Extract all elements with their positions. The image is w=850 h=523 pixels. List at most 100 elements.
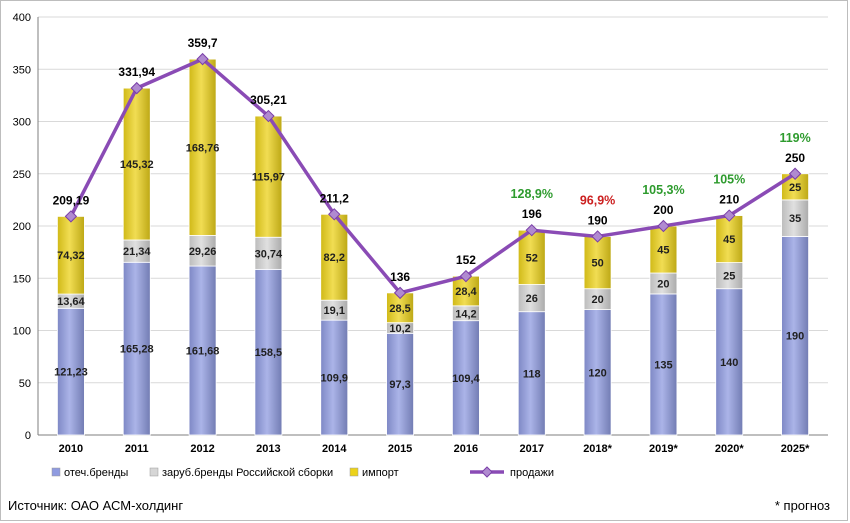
data-label: 115,97 (252, 172, 285, 184)
legend-swatch (149, 467, 159, 477)
data-label: 52 (526, 252, 538, 264)
x-tick-label: 2015 (388, 443, 412, 455)
bar-segment (583, 309, 612, 436)
source-note: Источник: ОАО АСМ-холдинг (8, 498, 184, 513)
legend-label: продажи (510, 467, 554, 479)
sales-point (723, 209, 736, 222)
sales-point (393, 286, 407, 300)
sales-label: 136 (390, 270, 410, 284)
data-label: 165,28 (120, 344, 154, 356)
sales-label: 331,94 (118, 65, 155, 79)
legend-marker (481, 466, 493, 478)
sales-point (591, 230, 604, 243)
data-label: 135 (654, 359, 672, 371)
x-tick-label: 2020* (715, 443, 744, 455)
data-label: 121,23 (54, 367, 88, 379)
data-label: 14,2 (455, 308, 476, 320)
x-tick-label: 2011 (125, 443, 149, 455)
y-tick-label: 150 (13, 273, 31, 285)
bar-segment (781, 199, 809, 237)
legend-label: отеч.бренды (64, 467, 128, 479)
x-tick-label: 2017 (520, 443, 544, 455)
data-label: 168,76 (186, 142, 220, 154)
data-label: 13,64 (57, 296, 85, 308)
legend-label: импорт (362, 467, 399, 479)
sales-point (788, 167, 802, 180)
y-tick-label: 0 (25, 430, 31, 442)
sales-point (64, 210, 78, 223)
data-label: 20 (591, 294, 603, 306)
y-tick-label: 300 (13, 117, 31, 129)
data-label: 45 (723, 234, 735, 246)
data-label: 35 (789, 213, 801, 225)
data-label: 30,74 (255, 248, 283, 260)
bar-segment (57, 215, 85, 295)
sales-point (328, 208, 341, 221)
bar-segment (254, 268, 283, 436)
bar-segment (649, 293, 678, 436)
bar-segment (320, 213, 349, 301)
growth-label: 105,3% (642, 183, 684, 197)
growth-label: 105% (713, 173, 745, 187)
bar-segment (254, 115, 283, 238)
y-tick-label: 50 (19, 378, 31, 390)
data-label: 118 (523, 368, 541, 380)
y-tick-label: 200 (13, 221, 31, 233)
sales-point (657, 219, 670, 233)
growth-label: 128,9% (511, 187, 553, 201)
y-tick-label: 250 (13, 169, 31, 181)
data-label: 10,2 (389, 323, 410, 335)
x-tick-label: 2013 (256, 443, 280, 455)
bar-segment (781, 236, 809, 436)
bar-segment (452, 320, 480, 436)
bar-segment (122, 261, 151, 436)
sales-label: 211,2 (320, 191, 350, 205)
data-label: 97,3 (389, 379, 410, 391)
data-label: 50 (591, 258, 603, 270)
data-label: 82,2 (324, 252, 345, 264)
bar-segment (517, 229, 546, 285)
bar-segment (715, 288, 744, 436)
sales-label: 359,7 (188, 36, 218, 50)
sales-label: 200 (653, 203, 673, 217)
data-label: 109,9 (320, 373, 348, 385)
x-tick-label: 2010 (59, 443, 83, 455)
y-tick-label: 400 (13, 12, 31, 24)
data-label: 158,5 (255, 347, 283, 359)
legend-swatch (349, 467, 359, 477)
bar-segment (122, 87, 151, 241)
x-tick-label: 2016 (454, 443, 478, 455)
bar-segment (517, 311, 546, 436)
data-label: 161,68 (186, 346, 220, 358)
growth-label: 119% (779, 131, 810, 145)
sales-label: 305,21 (250, 93, 287, 107)
data-label: 145,32 (120, 159, 154, 171)
sales-label: 209,19 (53, 193, 90, 207)
data-label: 140 (720, 357, 738, 369)
data-label: 190 (786, 331, 804, 343)
data-label: 29,26 (189, 246, 217, 258)
data-label: 25 (789, 182, 801, 194)
bar-segment (517, 284, 546, 313)
sales-label: 152 (456, 253, 476, 267)
bar-segment (188, 265, 217, 436)
data-label: 25 (723, 271, 735, 283)
x-tick-label: 2014 (322, 443, 347, 455)
sales-label: 250 (785, 151, 805, 165)
x-tick-label: 2019* (649, 443, 678, 455)
data-label: 45 (657, 245, 669, 257)
y-tick-label: 350 (13, 64, 31, 76)
data-label: 109,4 (452, 373, 480, 385)
forecast-note: * прогноз (774, 498, 830, 513)
data-label: 120 (588, 367, 606, 379)
bar-segment (57, 307, 85, 436)
bar-segment (386, 332, 414, 436)
bar-segment (254, 236, 283, 270)
data-label: 28,4 (455, 286, 477, 298)
data-label: 20 (657, 278, 669, 290)
data-label: 21,34 (123, 246, 151, 258)
y-tick-label: 100 (13, 326, 31, 338)
legend-label: заруб.бренды Российской сборки (162, 467, 333, 479)
data-label: 26 (526, 293, 538, 305)
